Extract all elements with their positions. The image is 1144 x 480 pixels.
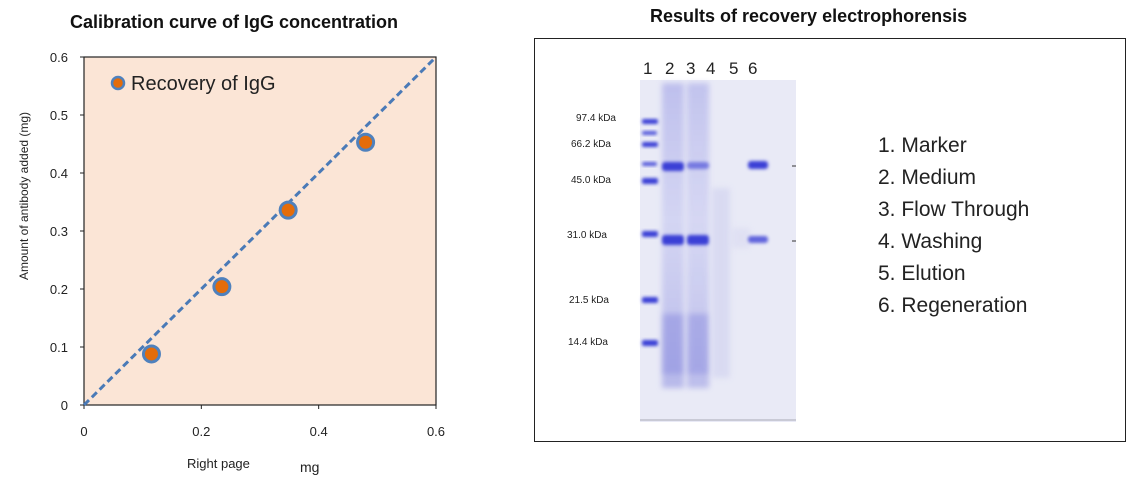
marker-label: 21.5 kDa <box>569 295 609 306</box>
data-point <box>278 200 298 220</box>
lane-number: 6 <box>748 59 757 78</box>
lane-legend-item: 3. Flow Through <box>878 198 1030 221</box>
lane-legend-item: 1. Marker <box>878 134 967 157</box>
x-tick-label: 0 <box>80 424 87 439</box>
lane-number: 5 <box>729 59 738 78</box>
trend-line <box>82 55 438 407</box>
marker-label: 97.4 kDa <box>576 113 616 124</box>
y-tick-label: 0.1 <box>50 340 68 355</box>
gel-title: Results of recovery electrophorensis <box>650 6 968 26</box>
data-point <box>212 277 232 297</box>
x-tick-label: 0.2 <box>192 424 210 439</box>
legend-label: Recovery of IgG <box>131 73 276 95</box>
x-axis-ticks: 0 0.2 0.4 0.6 <box>80 405 445 439</box>
y-tick-label: 0.4 <box>50 166 68 181</box>
lane-number: 1 <box>643 59 652 78</box>
x-axis-label: mg <box>300 459 319 475</box>
x-tick-label: 0.4 <box>310 424 328 439</box>
y-axis-ticks: 0 0.1 0.2 0.3 0.4 0.5 0.6 <box>50 50 84 413</box>
right-page-label: Right page <box>187 456 250 471</box>
lane-number: 2 <box>665 59 674 78</box>
lane-legend-item: 5. Elution <box>878 262 966 285</box>
legend: Recovery of IgG <box>110 73 276 95</box>
lane-number: 3 <box>686 59 695 78</box>
lane-4-washing <box>712 188 730 378</box>
marker-labels: 97.4 kDa 66.2 kDa 45.0 kDa 31.0 kDa 21.5… <box>567 113 616 348</box>
y-tick-label: 0.2 <box>50 282 68 297</box>
lane-legend-item: 4. Washing <box>878 230 983 253</box>
gel-image: 1 2 3 4 5 6 97.4 kDa 66.2 kDa 45.0 kDa 3… <box>567 59 796 422</box>
y-tick-label: 0.5 <box>50 108 68 123</box>
y-axis-label: Amount of antibody added (mg) <box>17 112 31 280</box>
lane-1-marker <box>642 119 658 346</box>
marker-label: 14.4 kDa <box>568 337 608 348</box>
lane-3-flow-through <box>687 83 709 388</box>
lane-legend-item: 2. Medium <box>878 166 977 189</box>
y-tick-label: 0.3 <box>50 224 68 239</box>
y-tick-label: 0 <box>61 398 68 413</box>
chart-title: Calibration curve of IgG concentration <box>70 12 399 32</box>
x-tick-label: 0.6 <box>427 424 445 439</box>
legend-marker-icon <box>110 75 126 91</box>
lane-legend-item: 6. Regeneration <box>878 294 1028 317</box>
marker-label: 66.2 kDa <box>571 139 611 150</box>
calibration-chart: Amount of antibody added (mg) 0 0.1 0.2 0.3… <box>17 50 445 475</box>
gel-figure-frame <box>534 38 1126 442</box>
marker-label: 31.0 kDa <box>567 230 607 241</box>
data-point <box>356 132 376 152</box>
data-point <box>141 344 161 364</box>
data-points <box>141 132 376 364</box>
y-tick-label: 0.6 <box>50 50 68 65</box>
marker-label: 45.0 kDa <box>571 175 611 186</box>
lane-6-regeneration <box>748 161 768 243</box>
lane-legend: 1. Marker 2. Medium 3. Flow Through 4. W… <box>878 130 1029 322</box>
lane-numbers: 1 2 3 4 5 6 <box>643 59 757 78</box>
lane-2-medium <box>662 83 684 388</box>
lane-number: 4 <box>706 59 715 78</box>
lane-5-elution <box>732 228 750 248</box>
